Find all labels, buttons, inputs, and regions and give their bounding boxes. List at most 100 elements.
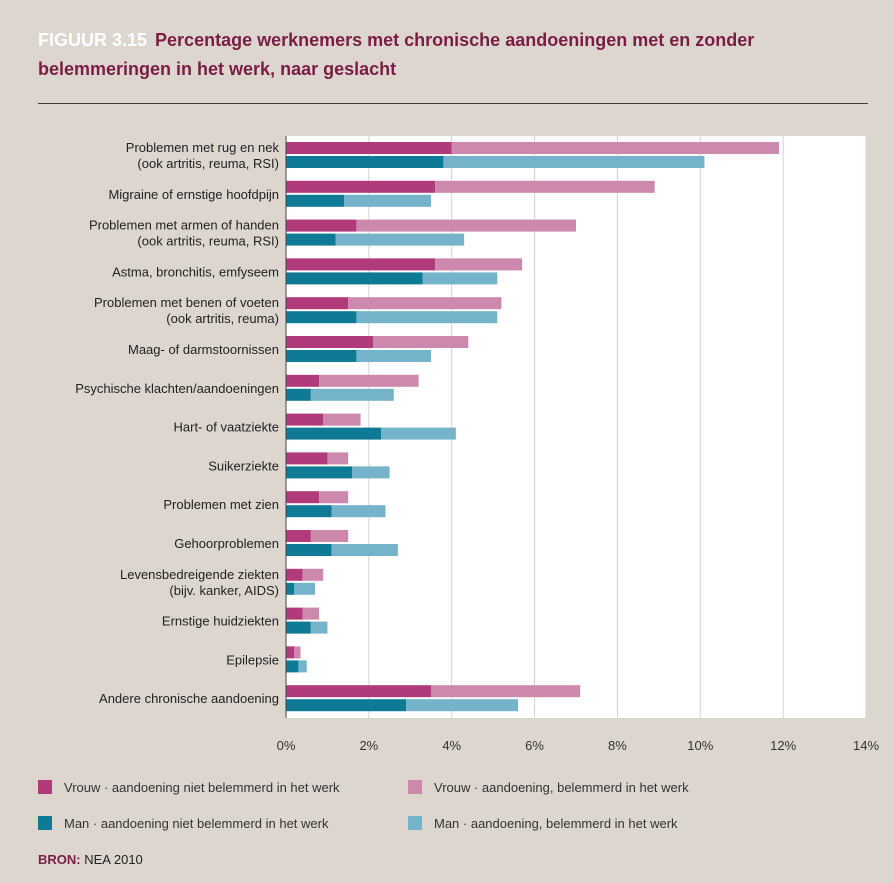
category-label: Gehoorproblemen bbox=[174, 536, 279, 551]
bar-vrouw-niet-belemmerd bbox=[286, 530, 311, 542]
category-label: Problemen met zien bbox=[163, 497, 279, 512]
legend-swatch bbox=[38, 816, 52, 830]
category-label: Hart- of vaatziekte bbox=[174, 420, 280, 435]
x-tick-label: 6% bbox=[525, 738, 544, 753]
bar-vrouw-belemmerd bbox=[319, 374, 419, 387]
bar-man-niet-belemmerd bbox=[286, 621, 311, 634]
bar-vrouw-belemmerd bbox=[323, 413, 361, 426]
bar-vrouw-niet-belemmerd bbox=[286, 336, 373, 348]
bar-vrouw-belemmerd bbox=[319, 491, 349, 504]
legend-label: Man · aandoening, belemmerd in het werk bbox=[434, 815, 678, 831]
legend-item-man-wel: Man · aandoening, belemmerd in het werk bbox=[408, 813, 678, 833]
bar-man-niet-belemmerd bbox=[286, 427, 382, 440]
source-label: BRON: bbox=[38, 852, 81, 867]
bar-vrouw-niet-belemmerd bbox=[286, 374, 320, 387]
bar-vrouw-niet-belemmerd bbox=[286, 452, 328, 465]
bar-vrouw-belemmerd bbox=[302, 607, 320, 620]
bar-vrouw-niet-belemmerd bbox=[286, 219, 357, 232]
category-label: Andere chronische aandoening bbox=[99, 691, 279, 706]
bar-man-belemmerd bbox=[356, 350, 431, 362]
bar-vrouw-niet-belemmerd bbox=[286, 413, 324, 426]
legend-item-vrouw-wel: Vrouw · aandoening, belemmerd in het wer… bbox=[408, 777, 689, 797]
bar-vrouw-niet-belemmerd bbox=[286, 258, 436, 271]
legend-swatch bbox=[408, 780, 422, 794]
legend-label: Vrouw · aandoening, belemmerd in het wer… bbox=[434, 779, 689, 795]
figure-title: Percentage werknemers met chronische aan… bbox=[38, 30, 755, 79]
bar-man-belemmerd bbox=[356, 311, 498, 324]
legend-item-man-niet: Man · aandoening niet belemmerd in het w… bbox=[38, 813, 328, 833]
bar-vrouw-belemmerd bbox=[310, 530, 349, 542]
bar-vrouw-belemmerd bbox=[431, 685, 581, 698]
bar-man-belemmerd bbox=[331, 544, 398, 556]
bar-vrouw-niet-belemmerd bbox=[286, 607, 303, 620]
x-tick-label: 2% bbox=[359, 738, 378, 753]
bar-man-belemmerd bbox=[331, 505, 386, 518]
source-text: NEA 2010 bbox=[84, 852, 143, 867]
category-label: Astma, bronchitis, emfyseem bbox=[112, 264, 279, 279]
category-label: Levensbedreigende ziekten bbox=[120, 567, 279, 582]
bar-man-belemmerd bbox=[335, 233, 465, 246]
source-note: BRON: NEA 2010 bbox=[38, 852, 143, 867]
x-tick-label: 12% bbox=[770, 738, 796, 753]
bar-vrouw-belemmerd bbox=[327, 452, 349, 465]
bar-man-belemmerd bbox=[381, 427, 456, 440]
bar-man-belemmerd bbox=[294, 582, 315, 595]
category-label: Maag- of darmstoornissen bbox=[128, 342, 279, 357]
category-label: (ook artritis, reuma) bbox=[166, 311, 279, 326]
bar-man-niet-belemmerd bbox=[286, 272, 423, 285]
bar-vrouw-niet-belemmerd bbox=[286, 568, 303, 581]
x-tick-label: 14% bbox=[853, 738, 879, 753]
figure-label: FIGUUR 3.15 bbox=[38, 30, 148, 50]
chart-title: FIGUUR 3.15 Percentage werknemers met chr… bbox=[38, 26, 868, 84]
x-tick-label: 8% bbox=[608, 738, 627, 753]
bar-man-belemmerd bbox=[344, 194, 431, 207]
bar-vrouw-belemmerd bbox=[302, 568, 324, 581]
bar-man-niet-belemmerd bbox=[286, 699, 407, 712]
category-label: Suikerziekte bbox=[208, 458, 279, 473]
category-label: (ook artritis, reuma, RSI) bbox=[137, 156, 279, 171]
bar-man-niet-belemmerd bbox=[286, 156, 444, 168]
category-label: Problemen met rug en nek bbox=[126, 140, 280, 155]
bar-man-niet-belemmerd bbox=[286, 466, 353, 479]
bar-chart: 0% 2% 4% 6% 8% 10% 12% 14% Problemen met rug en … bbox=[75, 136, 879, 753]
legend-swatch bbox=[38, 780, 52, 794]
bar-man-niet-belemmerd bbox=[286, 194, 344, 207]
category-label: Ernstige huidziekten bbox=[162, 614, 279, 629]
bar-man-niet-belemmerd bbox=[286, 233, 336, 246]
category-label: Problemen met benen of voeten bbox=[94, 295, 279, 310]
bar-man-niet-belemmerd bbox=[286, 660, 299, 673]
bar-vrouw-belemmerd bbox=[373, 336, 469, 348]
category-label: Epilepsie bbox=[226, 652, 279, 667]
bar-man-niet-belemmerd bbox=[286, 311, 357, 324]
bar-vrouw-niet-belemmerd bbox=[286, 180, 436, 193]
category-label: Problemen met armen of handen bbox=[89, 218, 279, 233]
bar-vrouw-niet-belemmerd bbox=[286, 491, 320, 504]
bar-man-niet-belemmerd bbox=[286, 582, 295, 595]
bar-man-belemmerd bbox=[406, 699, 518, 712]
legend-label: Vrouw · aandoening niet belemmerd in het… bbox=[64, 779, 340, 795]
category-label: Migraine of ernstige hoofdpijn bbox=[108, 187, 279, 202]
legend-label: Man · aandoening niet belemmerd in het w… bbox=[64, 815, 329, 831]
category-label: Psychische klachten/aandoeningen bbox=[75, 381, 279, 396]
bar-man-belemmerd bbox=[443, 156, 705, 168]
x-tick-label: 4% bbox=[442, 738, 461, 753]
bar-man-belemmerd bbox=[352, 466, 390, 479]
bar-vrouw-niet-belemmerd bbox=[286, 646, 295, 659]
title-divider bbox=[38, 103, 868, 104]
bar-man-belemmerd bbox=[310, 388, 394, 401]
bar-vrouw-belemmerd bbox=[348, 297, 502, 310]
legend-swatch bbox=[408, 816, 422, 830]
plot-area bbox=[286, 136, 866, 718]
x-tick-label: 10% bbox=[687, 738, 713, 753]
bar-man-belemmerd bbox=[422, 272, 498, 285]
bar-vrouw-belemmerd bbox=[294, 646, 301, 659]
bar-man-niet-belemmerd bbox=[286, 350, 357, 362]
bar-vrouw-niet-belemmerd bbox=[286, 142, 452, 154]
x-tick-label: 0% bbox=[277, 738, 296, 753]
category-label: (ook artritis, reuma, RSI) bbox=[137, 234, 279, 249]
bar-vrouw-belemmerd bbox=[451, 142, 779, 154]
bar-man-niet-belemmerd bbox=[286, 388, 311, 401]
bar-vrouw-belemmerd bbox=[435, 180, 655, 193]
bar-vrouw-belemmerd bbox=[356, 219, 576, 232]
category-label: (bijv. kanker, AIDS) bbox=[169, 583, 279, 598]
